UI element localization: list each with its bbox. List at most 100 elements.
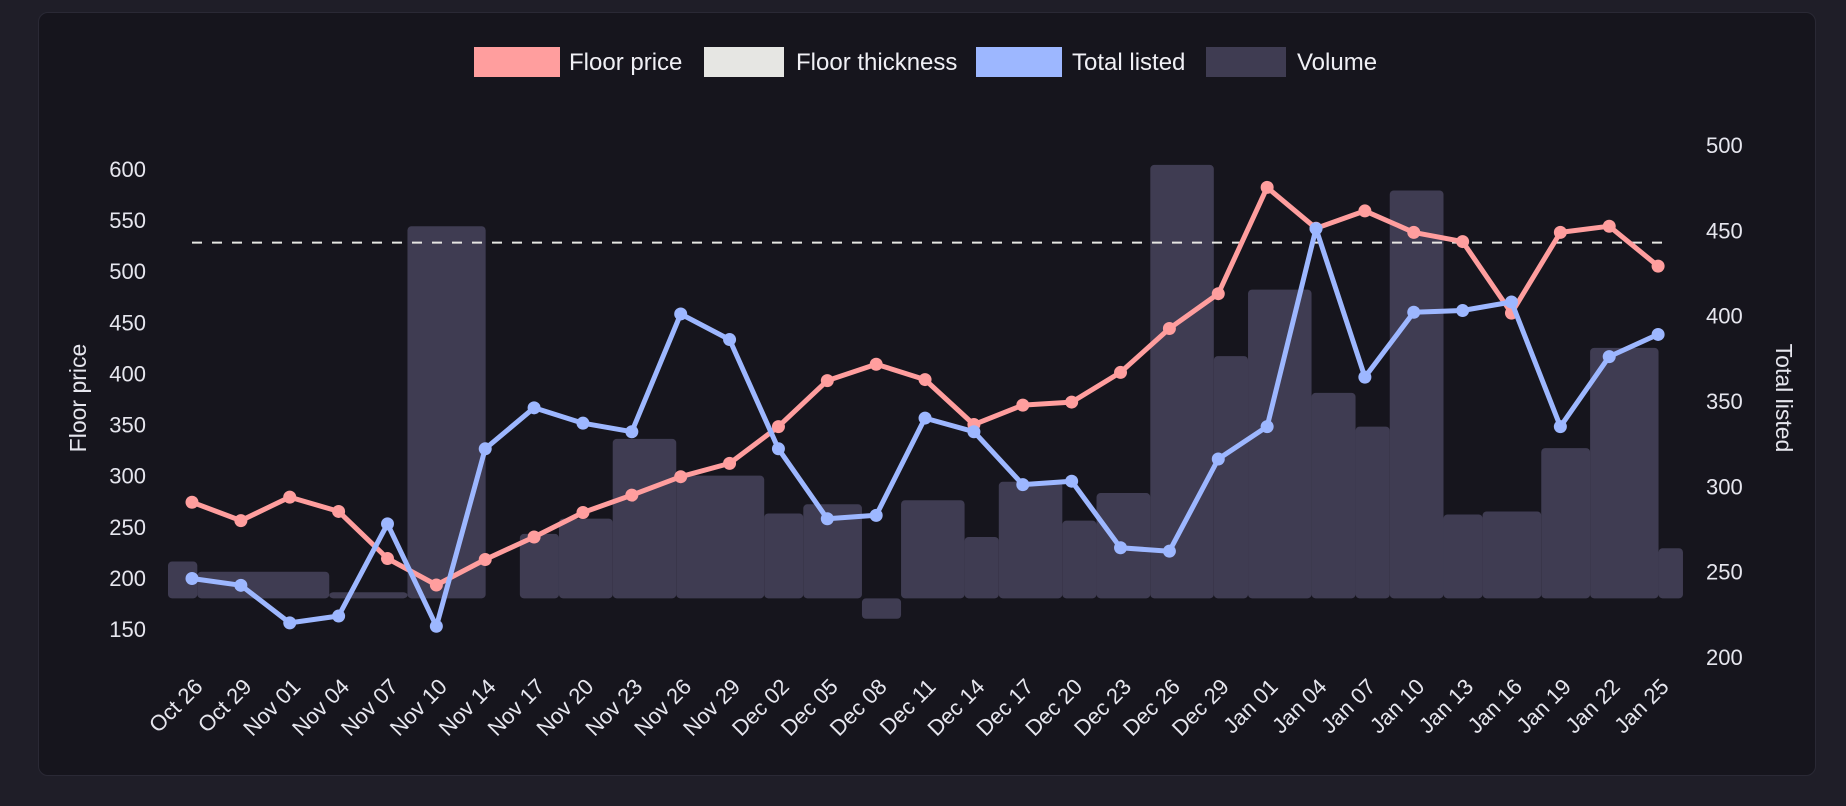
- series-1-point-3[interactable]: [332, 609, 346, 623]
- series-1-point-11[interactable]: [723, 333, 737, 347]
- series-0-point-22[interactable]: [1260, 180, 1274, 194]
- series-1-point-10[interactable]: [674, 307, 688, 321]
- series-1-point-4[interactable]: [380, 517, 394, 531]
- volume-bar-20: [1311, 392, 1356, 599]
- series-0-point-11[interactable]: [723, 456, 737, 470]
- series-1-point-19[interactable]: [1114, 541, 1128, 555]
- legend-swatch-3[interactable]: [1206, 47, 1286, 77]
- x-tick-28: Jan 19: [1512, 674, 1576, 738]
- series-1-point-16[interactable]: [967, 425, 981, 439]
- series-1-point-7[interactable]: [527, 401, 541, 415]
- series-lines: [185, 180, 1665, 633]
- series-1-point-18[interactable]: [1065, 474, 1079, 488]
- volume-bar-7: [612, 438, 677, 599]
- series-1-point-27[interactable]: [1504, 295, 1518, 309]
- x-tick-23: Jan 04: [1267, 674, 1331, 738]
- series-0-point-4[interactable]: [380, 551, 394, 565]
- legend-label-0[interactable]: Floor price: [569, 49, 682, 76]
- series-1-point-9[interactable]: [625, 425, 639, 439]
- series-1-point-23[interactable]: [1309, 222, 1323, 236]
- series-0-point-14[interactable]: [869, 357, 883, 371]
- series-0-point-26[interactable]: [1456, 235, 1470, 249]
- volume-bar-17: [1150, 164, 1214, 599]
- left-axis-title: Floor price: [65, 344, 91, 453]
- series-1-point-17[interactable]: [1016, 478, 1030, 492]
- series-1-point-0[interactable]: [185, 571, 199, 585]
- right-axis-title: Total listed: [1771, 344, 1797, 453]
- legend-label-2[interactable]: Total listed: [1072, 49, 1185, 76]
- volume-bar-15: [1062, 520, 1097, 599]
- left-tick-8: 550: [109, 208, 146, 233]
- series-1-point-1[interactable]: [234, 578, 248, 592]
- series-0-point-9[interactable]: [625, 488, 639, 502]
- x-tick-24: Jan 07: [1316, 674, 1380, 738]
- series-1-point-8[interactable]: [576, 416, 590, 430]
- series-1-point-25[interactable]: [1407, 305, 1421, 319]
- volume-bar-1: [197, 571, 330, 599]
- right-tick-3: 350: [1706, 389, 1743, 414]
- left-tick-5: 400: [109, 361, 146, 386]
- series-1-point-22[interactable]: [1260, 420, 1274, 434]
- volume-bar-26: [1590, 347, 1659, 599]
- series-1-point-14[interactable]: [869, 508, 883, 522]
- series-0-point-28[interactable]: [1553, 225, 1567, 239]
- series-0-point-21[interactable]: [1211, 287, 1225, 301]
- series-1-point-30[interactable]: [1651, 327, 1665, 341]
- legend-swatch-2[interactable]: [976, 47, 1062, 77]
- series-1-point-12[interactable]: [771, 442, 785, 456]
- legend-swatch-0[interactable]: [474, 47, 560, 77]
- chart-card: [38, 12, 1816, 776]
- series-0-point-24[interactable]: [1358, 204, 1372, 218]
- series-0-point-8[interactable]: [576, 505, 590, 519]
- series-1-point-6[interactable]: [478, 442, 492, 456]
- volume-bar-24: [1482, 511, 1542, 599]
- series-1-point-29[interactable]: [1602, 350, 1616, 364]
- series-0-point-18[interactable]: [1065, 395, 1079, 409]
- series-0-point-7[interactable]: [527, 530, 541, 544]
- volume-bar-0: [168, 561, 198, 599]
- right-axis: 200 250 300 350 400 450 500: [1706, 133, 1743, 670]
- series-1-point-21[interactable]: [1211, 452, 1225, 466]
- series-1-point-28[interactable]: [1553, 420, 1567, 434]
- right-tick-4: 400: [1706, 304, 1743, 329]
- series-0-point-29[interactable]: [1602, 219, 1616, 233]
- series-0-point-20[interactable]: [1162, 321, 1176, 335]
- series-1-point-13[interactable]: [820, 512, 834, 526]
- series-1-point-15[interactable]: [918, 411, 932, 425]
- series-0-point-1[interactable]: [234, 514, 248, 528]
- series-1-point-26[interactable]: [1456, 304, 1470, 318]
- series-0-point-19[interactable]: [1114, 365, 1128, 379]
- volume-bar-12: [901, 500, 965, 599]
- left-tick-3: 300: [109, 464, 146, 489]
- series-0-point-3[interactable]: [332, 504, 346, 518]
- volume-bar-10: [803, 504, 862, 599]
- series-0-point-6[interactable]: [478, 552, 492, 566]
- legend-label-1[interactable]: Floor thickness: [796, 49, 957, 76]
- right-tick-1: 250: [1706, 560, 1743, 585]
- volume-bar-14: [998, 481, 1063, 599]
- series-1-point-20[interactable]: [1162, 544, 1176, 558]
- series-0-point-30[interactable]: [1651, 259, 1665, 273]
- left-tick-2: 250: [109, 515, 146, 540]
- series-0-point-17[interactable]: [1016, 398, 1030, 412]
- series-0-point-15[interactable]: [918, 373, 932, 387]
- x-tick-25: Jan 10: [1365, 674, 1429, 738]
- right-tick-0: 200: [1706, 645, 1743, 670]
- series-1-point-2[interactable]: [283, 616, 297, 630]
- legend-label-3[interactable]: Volume: [1297, 49, 1377, 76]
- right-tick-6: 500: [1706, 133, 1743, 158]
- series-0-point-10[interactable]: [674, 470, 688, 484]
- series-0-point-5[interactable]: [429, 578, 443, 592]
- series-0-point-0[interactable]: [185, 495, 199, 509]
- series-0-point-13[interactable]: [820, 374, 834, 388]
- series-0-point-25[interactable]: [1407, 225, 1421, 239]
- series-1-point-5[interactable]: [429, 619, 443, 633]
- right-tick-5: 450: [1706, 218, 1743, 243]
- volume-bar-22: [1389, 190, 1444, 599]
- series-0-point-12[interactable]: [771, 420, 785, 434]
- series-1-point-24[interactable]: [1358, 370, 1372, 384]
- left-tick-1: 200: [109, 566, 146, 591]
- series-0-point-2[interactable]: [283, 490, 297, 504]
- volume-bar-3: [407, 226, 486, 599]
- legend-swatch-1[interactable]: [704, 47, 784, 77]
